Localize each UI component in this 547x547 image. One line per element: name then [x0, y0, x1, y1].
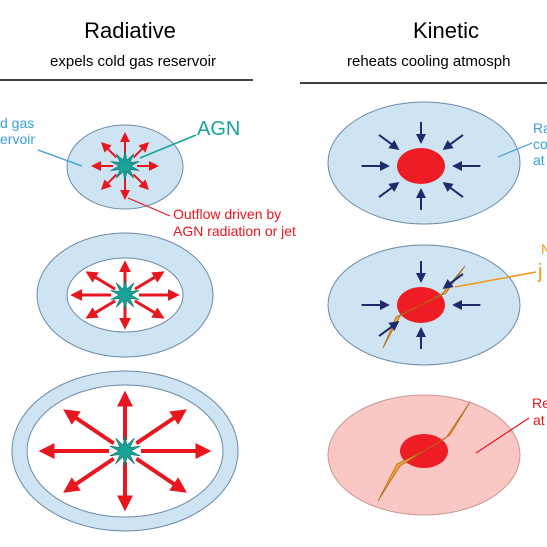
- kinetic-stage-1: [327, 101, 521, 225]
- inflow-arrow-icon: [442, 134, 464, 150]
- heated-label-line2: at: [533, 412, 545, 428]
- cold-gas-label-line1: d gas: [0, 115, 34, 131]
- kinetic-title: Kinetic: [413, 18, 479, 43]
- outflow-arrow-icon: [132, 141, 150, 159]
- cold-gas-leader: [37, 149, 83, 167]
- outflow-arrow-icon: [63, 456, 115, 493]
- atmosphere-label-line2: co: [533, 136, 547, 152]
- atmosphere-leader: [497, 142, 533, 158]
- outflow-arrow-icon: [85, 271, 116, 291]
- outflow-arrow-icon: [134, 299, 165, 319]
- jet-label-line2: j: [537, 261, 542, 283]
- radiative-panel: Radiative expels cold gas reservoir d ga…: [0, 18, 296, 532]
- jet-leader: [454, 271, 537, 288]
- jet-icon: [377, 401, 471, 502]
- kinetic-stage-2: [327, 244, 521, 366]
- outflow-arrow-icon: [85, 299, 116, 319]
- atmosphere-label-line1: Ra: [533, 120, 547, 136]
- radiative-title: Radiative: [84, 18, 176, 43]
- outflow-label-line1: Outflow driven by: [173, 206, 281, 222]
- outflow-arrow-icon: [135, 456, 187, 493]
- atmosphere-label-line3: at: [533, 152, 545, 168]
- outflow-arrow-icon: [135, 409, 187, 446]
- heated-leader: [475, 417, 530, 454]
- kinetic-subtitle: reheats cooling atmosph: [347, 53, 510, 70]
- agn-star-icon: [110, 150, 140, 182]
- inflow-arrow-icon: [378, 321, 400, 337]
- agn-star-icon: [109, 434, 141, 468]
- cold-gas-core: [397, 148, 445, 184]
- inflow-arrow-icon: [378, 134, 400, 150]
- radiative-stage-1: [66, 124, 184, 210]
- agn-label: AGN: [197, 118, 240, 140]
- cold-gas-label-line2: ervoir: [0, 131, 35, 147]
- radiative-subtitle: expels cold gas reservoir: [50, 53, 216, 70]
- outflow-arrow-icon: [100, 173, 118, 191]
- outflow-leader: [127, 197, 171, 217]
- inflow-arrow-icon: [442, 273, 464, 289]
- outflow-arrow-icon: [134, 271, 165, 291]
- agn-star-icon: [110, 279, 140, 311]
- radiative-stage-3: [11, 370, 239, 532]
- jet-icon: [382, 265, 466, 349]
- radiative-stage-2: [36, 232, 214, 358]
- inflow-arrows: [361, 122, 481, 210]
- kinetic-panel: Kinetic reheats cooling atmosph Ra co at…: [300, 18, 547, 516]
- outflow-label-line2: AGN radiation or jet: [173, 223, 296, 239]
- outflow-arrow-icon: [63, 409, 115, 446]
- agn-leader: [139, 134, 197, 159]
- jet-label-line1: N: [541, 241, 547, 257]
- inflow-arrow-icon: [442, 182, 464, 198]
- inflow-arrows: [361, 261, 481, 349]
- heated-label-line1: Re: [532, 395, 547, 411]
- kinetic-stage-3: [327, 394, 521, 516]
- inflow-arrow-icon: [378, 182, 400, 198]
- outflow-arrows-large: [38, 390, 212, 512]
- outflow-arrow-icon: [132, 173, 150, 191]
- outflow-arrow-icon: [100, 141, 118, 159]
